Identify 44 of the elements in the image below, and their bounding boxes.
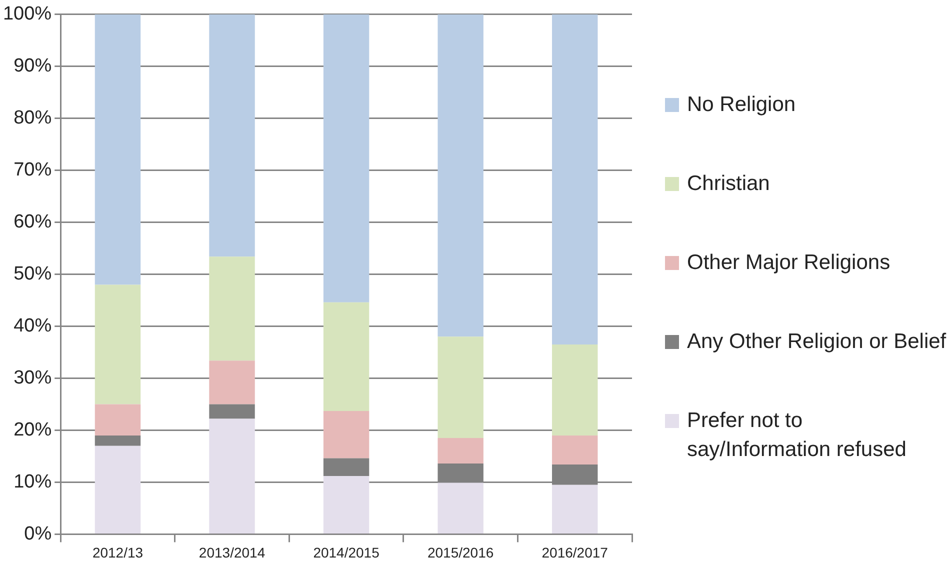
y-tick-label: 70% [14,160,52,181]
y-tick-label: 60% [14,212,52,233]
bar [209,404,255,419]
legend-label: Christian [687,171,770,197]
bar [323,14,370,302]
bar [438,14,484,337]
bar [94,446,141,534]
legend-label: Prefer not to say/Information refused [687,408,908,463]
legend-label: Other Major Religions [687,250,890,276]
bar [323,411,370,458]
y-tick-label: 50% [14,264,52,285]
bar [552,435,598,465]
bar [209,418,255,534]
bar [209,256,255,361]
x-tick-label: 2013/2014 [198,544,266,560]
bar [552,14,598,344]
y-tick-label: 80% [14,108,52,129]
y-tick-label: 40% [14,316,52,337]
bar [323,476,370,534]
y-tick-label: 0% [24,523,52,544]
x-tick-label: 2012/13 [92,544,144,560]
x-tick-label: 2015/2016 [427,544,494,560]
legend-label: Any Other Religion or Belief [687,329,946,355]
y-tick-label: 100% [2,4,52,25]
legend-label: No Religion [687,92,796,118]
bar [323,302,370,412]
y-tick-label: 30% [14,367,52,388]
bar [438,482,484,534]
bar [94,14,141,285]
y-tick-label: 20% [14,419,52,440]
bar [94,284,141,404]
bar [552,484,598,534]
bar [438,336,484,438]
y-tick-label: 90% [14,56,52,77]
bar [209,14,255,257]
bar [552,344,598,436]
bar [209,360,255,404]
bar [94,435,141,446]
y-tick-label: 10% [14,471,52,492]
bar [323,458,370,476]
x-tick-label: 2016/2017 [542,544,608,560]
bar [94,404,141,436]
bar [438,438,484,464]
x-tick-label: 2014/2015 [313,544,380,560]
